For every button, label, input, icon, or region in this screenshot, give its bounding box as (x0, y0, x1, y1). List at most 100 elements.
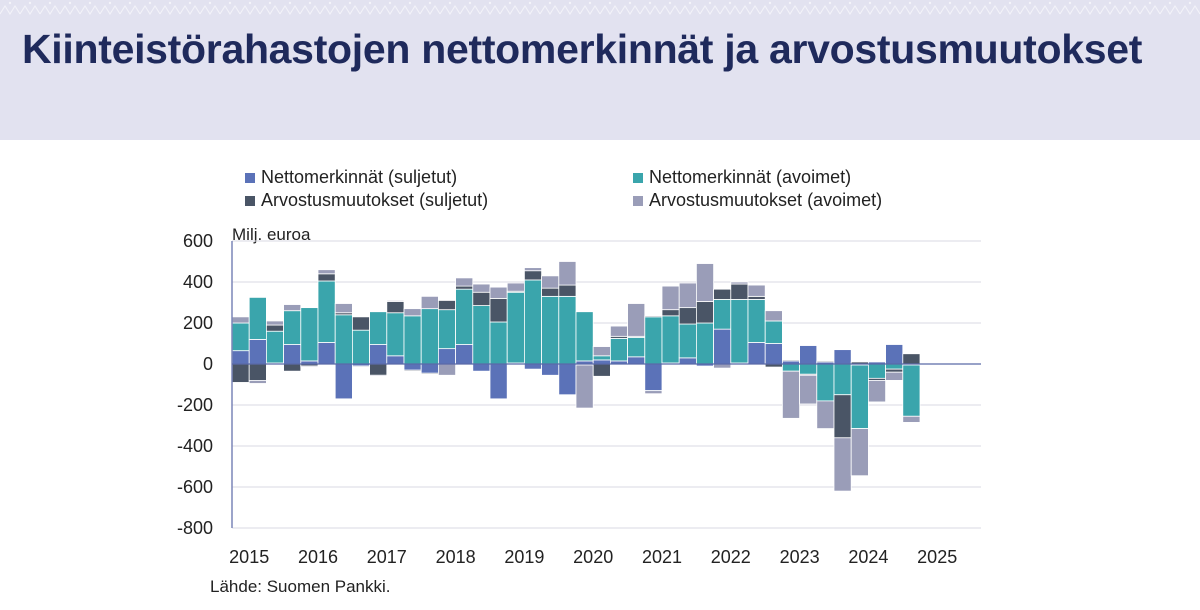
axes (231, 241, 981, 528)
bar-segment (644, 316, 663, 365)
bar-segment (902, 364, 921, 417)
bar-segment (799, 345, 818, 365)
y-tick-labels: 600 400 200 0 -200 -400 -600 -800 (177, 231, 213, 538)
bar-segment (558, 261, 577, 286)
bar-segment (627, 356, 646, 365)
bar-segment (850, 364, 869, 429)
bar-segment (455, 285, 474, 290)
bar-segment (885, 363, 904, 370)
bar-segment (334, 303, 353, 314)
bar-segment (868, 379, 887, 403)
x-tick-label: 2021 (642, 547, 682, 567)
bar-segment (661, 309, 680, 317)
bar-segment (833, 363, 852, 396)
bar-segment (472, 283, 491, 293)
x-tick-label: 2018 (436, 547, 476, 567)
x-tick-label: 2020 (573, 547, 613, 567)
y-tick-label: 0 (203, 354, 213, 374)
title-banner: Kiinteistörahastojen nettomerkinnät ja a… (0, 0, 1200, 140)
bar-segment (627, 303, 646, 337)
bar-segment (403, 369, 422, 372)
bar-segment (403, 308, 422, 317)
bar-segment (782, 363, 801, 372)
bar-segment (403, 315, 422, 365)
bar-segment (283, 363, 302, 372)
legend-swatch (633, 196, 643, 206)
bar-segment (644, 315, 663, 318)
bar-segment (369, 311, 388, 345)
bar-segment (558, 295, 577, 365)
bar-segment (231, 363, 250, 383)
bar-segment (524, 270, 543, 281)
bar-segment (816, 400, 835, 429)
y-tick-label: -400 (177, 436, 213, 456)
bar-segment (317, 342, 336, 365)
bar-segment (455, 288, 474, 345)
legend-swatch (245, 173, 255, 183)
bar-segment (489, 297, 508, 323)
bar-segment (369, 374, 388, 377)
bar-segment (334, 363, 353, 400)
bar-segment (885, 371, 904, 381)
bar-segment (420, 295, 439, 310)
bar-segment (764, 320, 783, 344)
y-tick-label: -200 (177, 395, 213, 415)
bar-segment (764, 343, 783, 365)
source-note: Lähde: Suomen Pankki. (210, 577, 391, 596)
bar-marks (231, 261, 921, 492)
bar-segment (627, 336, 646, 358)
bar-segment (437, 309, 456, 350)
x-tick-labels: 2015 2016 2017 2018 2019 2020 2021 2022 2023 2024… (229, 547, 957, 567)
bar-segment (524, 363, 543, 370)
y-tick-label: -600 (177, 477, 213, 497)
bar-segment (317, 273, 336, 282)
bar-segment (524, 279, 543, 365)
bar-segment (489, 321, 508, 365)
x-tick-label: 2022 (711, 547, 751, 567)
bar-segment (300, 365, 319, 368)
bar-segment (747, 284, 766, 297)
bar-segment (386, 312, 405, 357)
bar-segment (833, 437, 852, 492)
bar-segment (420, 363, 439, 374)
bar-segment (799, 374, 818, 405)
bar-segment (678, 307, 697, 325)
y-tick-label: 600 (183, 231, 213, 251)
bar-segment (334, 314, 353, 365)
bar-segment (506, 291, 525, 364)
bar-segment (592, 359, 611, 365)
bar-segment (506, 282, 525, 292)
bar-segment (833, 394, 852, 439)
bar-segment (575, 311, 594, 362)
bar-segment (558, 284, 577, 297)
bar-segment (524, 267, 543, 272)
bar-segment (472, 305, 491, 365)
bar-segment (782, 370, 801, 419)
bar-segment (661, 315, 680, 364)
bar-segment (747, 295, 766, 300)
bar-segment (437, 363, 456, 376)
bar-segment (678, 323, 697, 359)
legend-swatch (633, 173, 643, 183)
bar-segment (816, 363, 835, 402)
y-tick-label: 400 (183, 272, 213, 292)
bar-segment (248, 363, 267, 381)
x-tick-label: 2019 (504, 547, 544, 567)
bar-segment (868, 363, 887, 379)
bar-segment (351, 316, 370, 331)
bar-segment (575, 364, 594, 409)
bar-segment (472, 291, 491, 306)
bar-segment (696, 301, 715, 324)
bar-segment (265, 320, 284, 326)
bar-segment (437, 300, 456, 311)
x-tick-label: 2016 (298, 547, 338, 567)
bar-segment (437, 348, 456, 365)
bar-segment (489, 363, 508, 400)
legend-label: Arvostusmuutokset (avoimet) (649, 190, 882, 210)
bar-segment (300, 307, 319, 362)
bar-segment (782, 359, 801, 362)
bar-chart: Nettomerkinnät (suljetut) Nettomerkinnät … (177, 167, 981, 567)
bar-segment (816, 360, 835, 363)
bar-segment (283, 310, 302, 345)
bar-segment (730, 283, 749, 300)
